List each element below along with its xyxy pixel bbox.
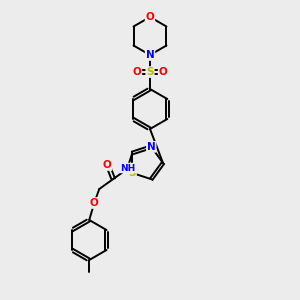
Text: N: N bbox=[147, 142, 156, 152]
Text: S: S bbox=[128, 168, 136, 178]
Text: N: N bbox=[146, 50, 154, 60]
Text: O: O bbox=[103, 160, 112, 170]
Text: O: O bbox=[159, 67, 167, 77]
Text: S: S bbox=[146, 67, 154, 77]
Text: O: O bbox=[90, 198, 99, 208]
Text: O: O bbox=[146, 12, 154, 22]
Text: O: O bbox=[133, 67, 141, 77]
Text: NH: NH bbox=[121, 164, 136, 172]
